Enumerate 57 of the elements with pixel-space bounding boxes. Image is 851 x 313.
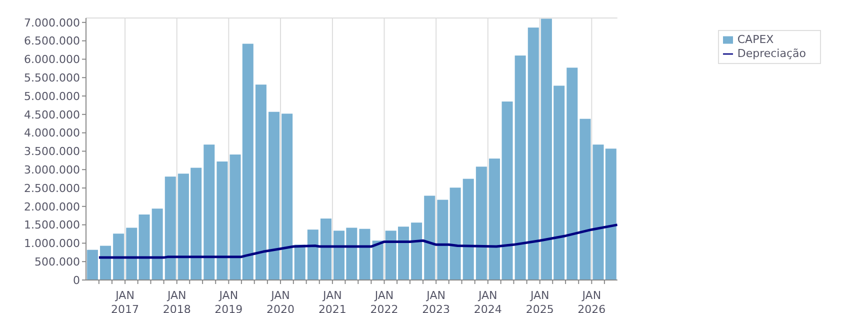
bar: [502, 102, 513, 280]
bar: [528, 28, 539, 280]
x-tick-label: JAN 2021: [318, 289, 346, 313]
y-tick-label: 3.000.000: [24, 164, 80, 177]
bar: [320, 218, 332, 280]
bar: [411, 222, 422, 280]
bar: [476, 166, 487, 280]
x-tick-label: JAN 2023: [422, 289, 450, 313]
bar: [307, 230, 318, 280]
bar: [164, 176, 176, 280]
bar: [268, 112, 280, 280]
bar: [566, 68, 578, 280]
y-tick-label: 1.000.000: [24, 237, 80, 250]
bar: [138, 214, 150, 280]
x-tick-label: JAN 2024: [474, 289, 502, 313]
legend-label: CAPEX: [737, 33, 774, 46]
x-tick-label: JAN 2022: [370, 289, 398, 313]
bar: [424, 196, 436, 280]
y-tick-label: 4.500.000: [24, 108, 80, 122]
y-tick-label: 2.500.000: [24, 182, 80, 195]
bar: [359, 228, 370, 280]
y-tick-label: 6.000.000: [24, 53, 80, 66]
bar: [255, 84, 266, 280]
x-tick-label: JAN 2018: [162, 289, 191, 313]
x-tick-label: JAN 2020: [266, 289, 294, 313]
y-tick-label: 6.500.000: [24, 34, 80, 48]
x-tick-label: JAN 2017: [111, 289, 140, 313]
y-tick-label: 1.500.000: [24, 218, 80, 232]
y-tick-label: 3.500.000: [24, 145, 80, 158]
bar: [294, 244, 306, 280]
bar: [282, 114, 293, 280]
bar: [437, 200, 448, 280]
y-tick-label: 5.500.000: [24, 72, 80, 85]
y-tick-label: 7.000.000: [24, 16, 80, 30]
bar: [216, 162, 228, 280]
y-tick-label: 0: [73, 274, 80, 287]
bar: [126, 228, 138, 280]
y-tick-label: 5.000.000: [24, 90, 80, 103]
x-tick-label: JAN 2026: [578, 289, 606, 313]
bar: [86, 250, 98, 280]
bar: [113, 234, 124, 280]
bar: [372, 240, 384, 280]
legend-label: Depreciação: [737, 47, 806, 60]
line-series: [98, 224, 618, 259]
bar: [152, 208, 163, 280]
y-tick-label: 500.000: [34, 256, 80, 269]
y-tick-label: 2.000.000: [24, 200, 80, 214]
bar: [450, 188, 461, 280]
y-tick-label: 4.000.000: [24, 126, 80, 140]
bar: [580, 118, 591, 280]
bar: [204, 144, 215, 280]
x-tick-label: JAN 2019: [214, 289, 243, 313]
bar: [488, 158, 500, 280]
x-tick-label: JAN 2025: [526, 289, 554, 313]
bar: [462, 178, 474, 280]
bar: [100, 246, 112, 280]
bar: [514, 56, 526, 280]
